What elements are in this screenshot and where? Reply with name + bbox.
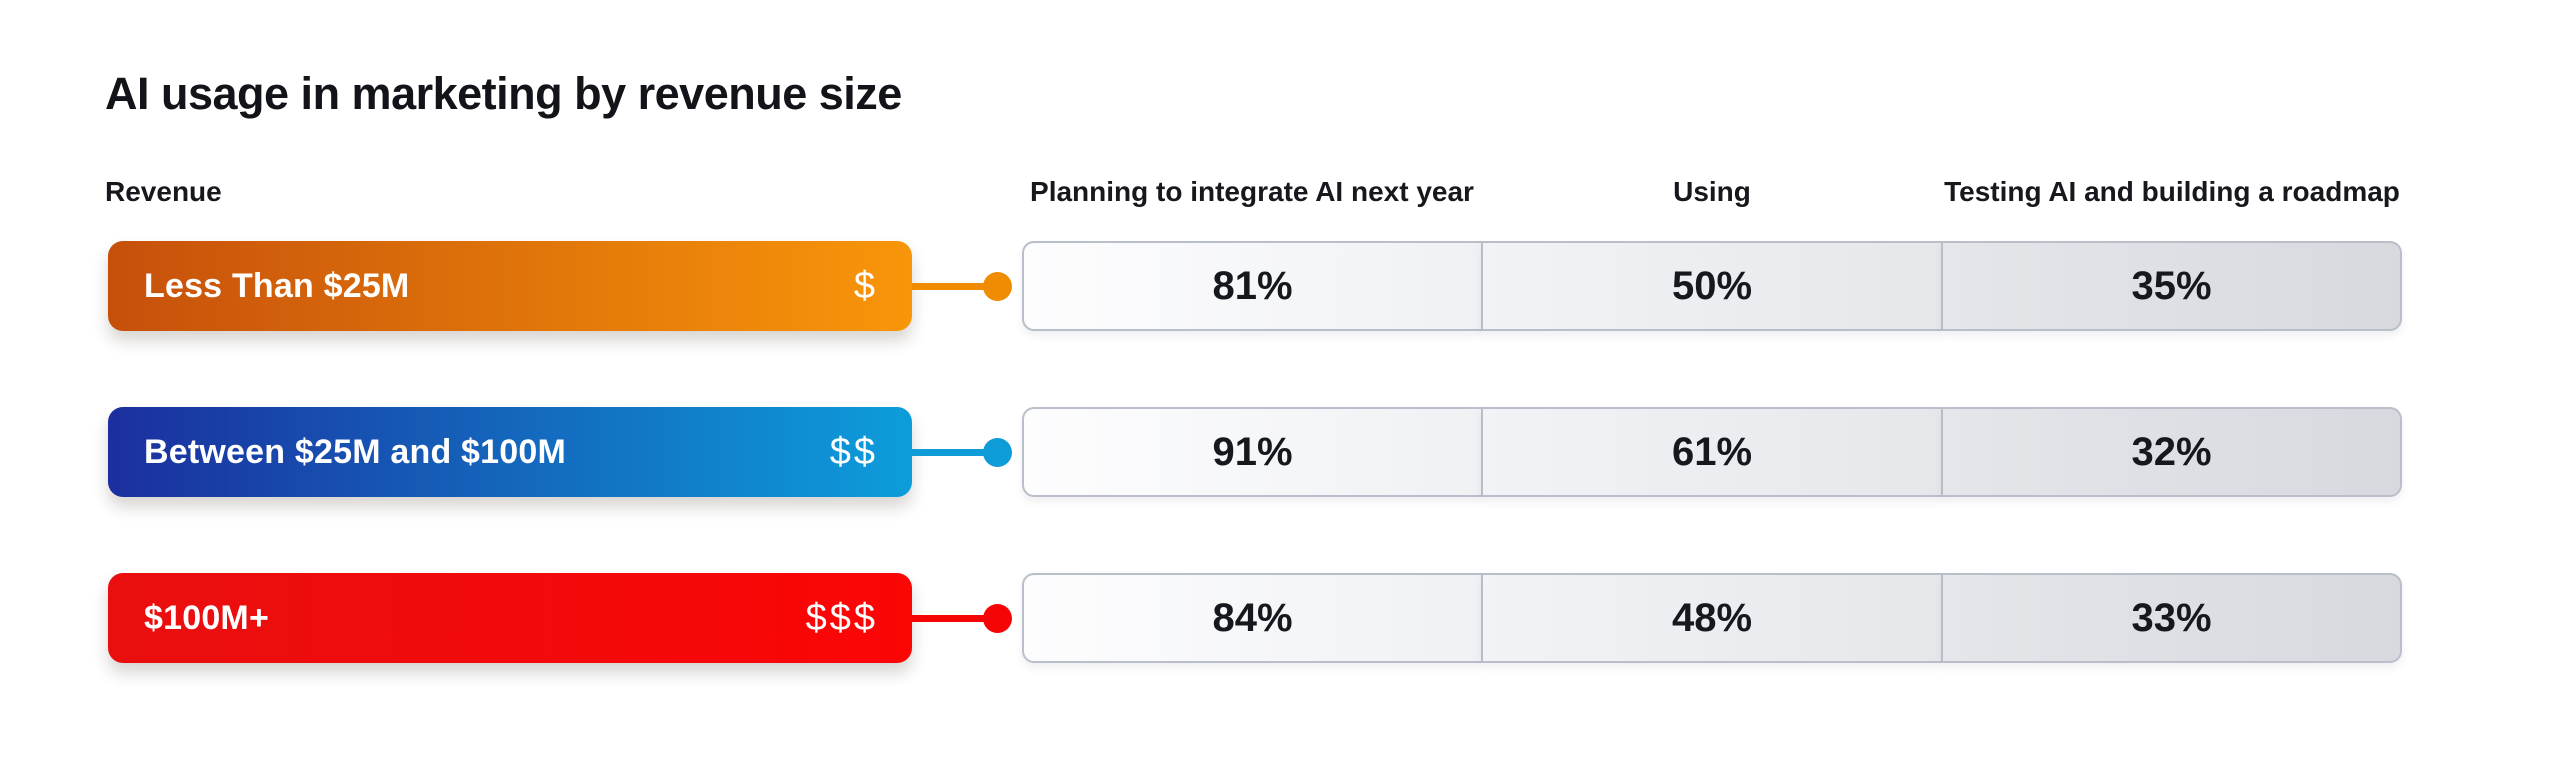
- cell-value: 61%: [1671, 429, 1753, 474]
- value-cells: 84% 48% 33%: [1022, 573, 2402, 663]
- connector-dot-icon: [983, 272, 1012, 301]
- revenue-bar-label: Less Than $25M: [144, 266, 410, 305]
- cell-value: 84%: [1212, 595, 1293, 640]
- table-row: Between $25M and $100M $$ 91% 61% 32%: [0, 407, 2560, 497]
- cell-value: 50%: [1671, 263, 1753, 308]
- dollar-icon: $$: [829, 430, 878, 473]
- column-header-using: Using: [1673, 176, 1751, 207]
- cell-value: 33%: [2131, 595, 2212, 640]
- connector-dot-icon: [983, 604, 1012, 633]
- value-cells: 91% 61% 32%: [1022, 407, 2402, 497]
- table-cell: 48%: [1482, 573, 1942, 663]
- dollar-icon: $$$: [805, 596, 878, 639]
- header-row: Revenue Planning to integrate AI next ye…: [0, 176, 2560, 210]
- revenue-bar-label: Between $25M and $100M: [144, 432, 567, 471]
- table-cell: 50%: [1482, 241, 1942, 331]
- table-cell: 91%: [1022, 407, 1482, 497]
- connector-line: [912, 615, 986, 622]
- column-header-planning: Planning to integrate AI next year: [1030, 176, 1474, 207]
- connector-line: [912, 283, 986, 290]
- cell-value: 32%: [2131, 429, 2212, 474]
- table-cell: 35%: [1942, 241, 2402, 331]
- cell-value: 48%: [1671, 595, 1753, 640]
- cell-value: 81%: [1212, 263, 1293, 308]
- table-cell: 84%: [1022, 573, 1482, 663]
- table-cell: 81%: [1022, 241, 1482, 331]
- revenue-column-header: Revenue: [105, 176, 222, 207]
- revenue-bar-100m-plus: $100M+ $$$: [108, 573, 912, 663]
- table-cell: 33%: [1942, 573, 2402, 663]
- connector-line: [912, 449, 986, 456]
- revenue-bar-label: $100M+: [144, 598, 270, 637]
- value-cells: 81% 50% 35%: [1022, 241, 2402, 331]
- column-header-testing: Testing AI and building a roadmap: [1944, 176, 2400, 207]
- page-title: AI usage in marketing by revenue size: [105, 68, 902, 119]
- table-row: $100M+ $$$ 84% 48% 33%: [0, 573, 2560, 663]
- table-cell: 61%: [1482, 407, 1942, 497]
- table-cell: 32%: [1942, 407, 2402, 497]
- cell-value: 35%: [2131, 263, 2212, 308]
- revenue-bar-25m-to-100m: Between $25M and $100M $$: [108, 407, 912, 497]
- dollar-icon: $: [853, 264, 878, 307]
- connector-dot-icon: [983, 438, 1012, 467]
- revenue-bar-less-than-25m: Less Than $25M $: [108, 241, 912, 331]
- table-row: Less Than $25M $ 81% 50% 35%: [0, 241, 2560, 331]
- cell-value: 91%: [1212, 429, 1293, 474]
